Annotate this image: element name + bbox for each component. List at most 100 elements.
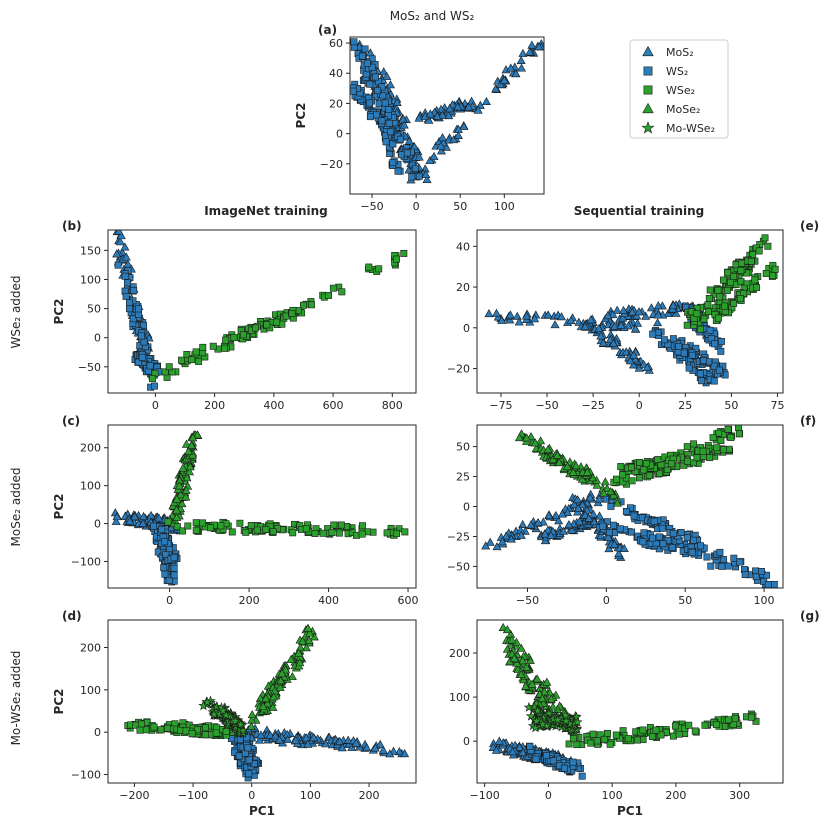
- point-mowse: [560, 709, 571, 720]
- point-wse: [700, 315, 708, 323]
- y-tick-label: 200: [449, 647, 470, 660]
- point-wse: [738, 259, 746, 267]
- point-mos: [399, 120, 409, 129]
- axes-frame-d: [107, 619, 417, 784]
- y-tick-label: 100: [80, 684, 101, 697]
- y-tick-label: −50: [447, 560, 470, 573]
- point-wse: [635, 474, 643, 482]
- point-wse: [724, 425, 732, 433]
- y-tick-label: 0: [94, 518, 101, 531]
- point-ws: [730, 554, 738, 562]
- point-wse: [136, 726, 144, 734]
- point-wse: [137, 720, 145, 728]
- points-e: [484, 234, 779, 387]
- point-wse: [401, 528, 409, 536]
- point-wse: [683, 321, 691, 329]
- point-mose: [177, 499, 187, 508]
- x-tick-label: 100: [602, 789, 623, 802]
- legend-label: Mo-WSe₂: [666, 122, 715, 135]
- point-mowse: [572, 716, 583, 727]
- point-ws: [752, 567, 760, 575]
- point-mos: [543, 310, 553, 319]
- point-mos: [445, 104, 455, 113]
- point-wse: [289, 529, 297, 537]
- point-wse: [192, 348, 200, 356]
- point-mos: [256, 730, 266, 739]
- point-mos: [564, 520, 574, 529]
- point-wse: [627, 463, 635, 471]
- point-ws: [381, 132, 389, 140]
- point-wse: [725, 716, 733, 724]
- point-mos: [464, 102, 474, 111]
- y-tick-label: −100: [71, 555, 101, 568]
- point-wse: [704, 301, 712, 309]
- point-mowse: [528, 701, 540, 712]
- point-mos: [400, 749, 410, 758]
- point-ws: [683, 534, 691, 542]
- point-mose: [521, 681, 531, 690]
- point-wse: [173, 523, 181, 531]
- point-ws: [690, 536, 698, 544]
- point-wse: [365, 263, 373, 271]
- point-ws: [675, 342, 683, 350]
- axes-frame-b: [107, 229, 417, 394]
- point-ws: [170, 564, 178, 572]
- point-ws: [696, 370, 704, 378]
- point-mos: [496, 79, 506, 89]
- point-wse: [263, 321, 271, 329]
- point-wse: [222, 336, 230, 344]
- point-mowse: [235, 719, 246, 730]
- point-ws: [649, 534, 656, 542]
- x-tick-label: 0: [545, 789, 552, 802]
- point-mos: [120, 242, 130, 251]
- point-ws: [350, 87, 357, 95]
- point-mos: [518, 48, 528, 57]
- point-wse: [712, 721, 720, 729]
- point-ws: [758, 567, 765, 575]
- point-mos: [499, 75, 509, 84]
- top-title: MoS₂ and WS₂: [390, 9, 475, 23]
- point-mose: [182, 473, 192, 482]
- point-wse: [716, 293, 724, 301]
- point-mose: [269, 692, 279, 701]
- point-mos: [632, 311, 642, 320]
- point-mos: [508, 747, 518, 756]
- legend: MoS₂ WS₂ WSe₂ MoSe₂ Mo-WSe₂: [629, 39, 729, 139]
- point-ws: [170, 554, 178, 562]
- point-ws: [381, 99, 389, 107]
- point-ws: [411, 164, 419, 172]
- y-tick-label: 0: [94, 332, 101, 345]
- point-mose: [599, 488, 609, 497]
- point-mose: [548, 454, 558, 464]
- x-tick-label: 75: [770, 399, 784, 412]
- point-mose: [181, 485, 191, 494]
- x-tick-label: 0: [603, 594, 610, 607]
- points-c: [110, 430, 409, 586]
- point-mos: [375, 739, 385, 748]
- y-tick-label: 20: [329, 97, 343, 110]
- point-ws: [711, 340, 719, 348]
- point-wse: [672, 722, 679, 730]
- point-mowse: [552, 714, 564, 725]
- point-ws: [350, 38, 358, 46]
- point-mos: [641, 311, 651, 320]
- point-mose: [277, 668, 287, 677]
- legend-label: WS₂: [666, 65, 688, 78]
- x-tick-label: 200: [665, 789, 686, 802]
- point-ws: [659, 540, 667, 548]
- point-ws: [606, 529, 613, 536]
- y-tick-label: 200: [80, 442, 101, 455]
- legend-marker: [642, 45, 654, 57]
- point-mos: [115, 237, 125, 246]
- point-mose: [172, 512, 182, 521]
- point-wse: [359, 522, 366, 530]
- column-title-left: ImageNet training: [204, 204, 328, 218]
- point-ws: [668, 543, 676, 551]
- point-wse: [683, 443, 691, 451]
- point-mos: [616, 320, 626, 329]
- point-wse: [697, 325, 704, 333]
- point-wse: [705, 308, 713, 316]
- point-wse: [178, 356, 185, 364]
- point-mos: [533, 518, 543, 527]
- point-wse: [624, 735, 632, 743]
